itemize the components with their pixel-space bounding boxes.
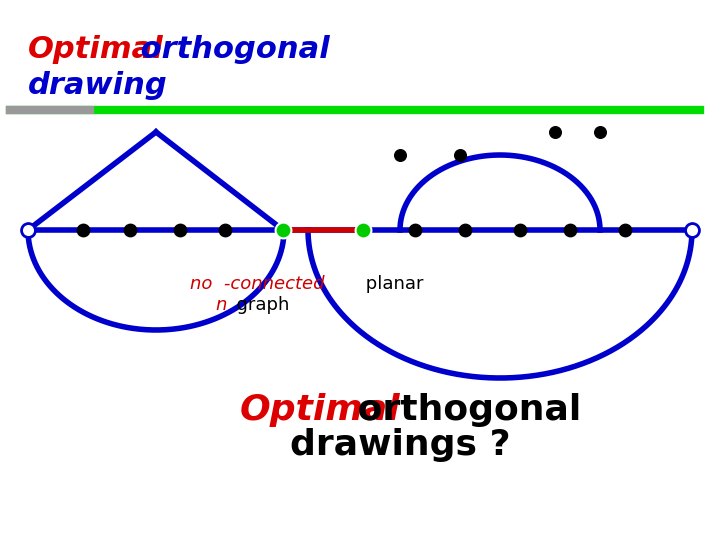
Point	[277, 226, 289, 234]
Point	[514, 226, 526, 234]
Point	[357, 226, 369, 234]
Point	[174, 226, 186, 234]
Point	[564, 226, 576, 234]
Text: Optimal: Optimal	[240, 393, 400, 427]
Point	[549, 127, 561, 136]
Point	[686, 226, 698, 234]
Point	[77, 226, 89, 234]
Point	[125, 226, 136, 234]
Text: n: n	[215, 296, 226, 314]
Point	[459, 226, 471, 234]
Point	[454, 151, 466, 159]
Text: Optimal: Optimal	[28, 36, 163, 64]
Text: drawings ?: drawings ?	[290, 428, 510, 462]
Point	[594, 127, 606, 136]
Text: planar: planar	[360, 275, 423, 293]
Text: orthogonal: orthogonal	[345, 393, 581, 427]
Point	[395, 151, 406, 159]
Text: graph: graph	[225, 296, 289, 314]
Point	[409, 226, 420, 234]
Text: orthogonal: orthogonal	[130, 36, 330, 64]
Point	[22, 226, 34, 234]
Text: no  -connected: no -connected	[190, 275, 325, 293]
Point	[619, 226, 631, 234]
Text: drawing: drawing	[28, 71, 168, 99]
Point	[219, 226, 230, 234]
